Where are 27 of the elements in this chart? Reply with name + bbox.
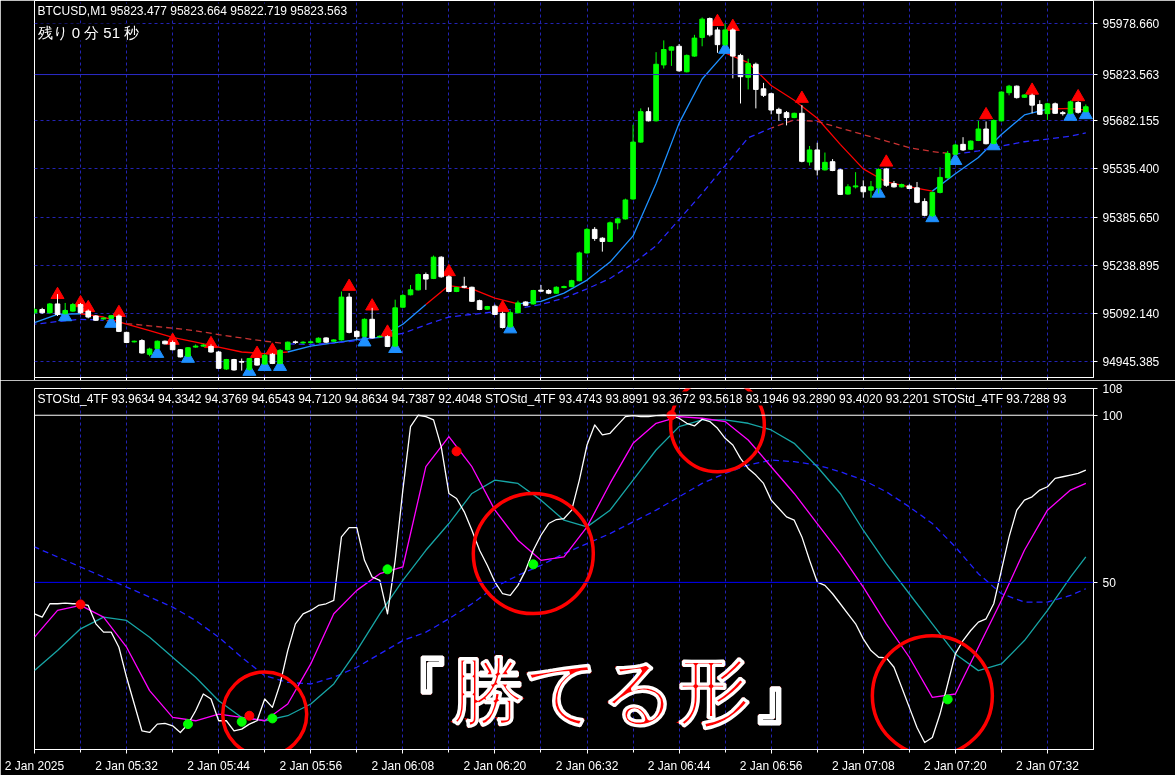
y-tick-label: 100 (1102, 408, 1123, 423)
x-tick-label: 2 Jan 05:32 (95, 758, 159, 773)
chart-title: STOStd_4TF 93.9634 94.3342 94.3769 94.6543 94.7120 94.8634 94.7387 92.4048 STOStd_4TF 93.4743 93.8991 93.3672 93.5618 93.1946 93.2890 93.4020 93.2201 STOStd_4TF 93.7288 93 (37, 391, 1067, 406)
y-tick-label: 94945.385 (1102, 355, 1160, 370)
x-tick-label: 2 Jan 06:32 (555, 758, 619, 773)
y-tick-label: 95535.400 (1102, 162, 1160, 177)
y-tick-label: 95682.155 (1102, 114, 1160, 129)
y-tick-label: 95238.895 (1102, 259, 1160, 274)
x-tick-label: 2 Jan 2025 (4, 758, 65, 773)
x-tick-label: 2 Jan 05:44 (187, 758, 251, 773)
x-tick-label: 2 Jan 07:32 (1016, 758, 1080, 773)
annotation: 『勝てる形』 (377, 650, 826, 734)
x-tick-label: 2 Jan 06:44 (647, 758, 711, 773)
y-tick-label: 50 (1102, 575, 1117, 590)
ref-line-label: 95823.563 (1102, 68, 1160, 83)
y-tick-label: 95092.140 (1102, 307, 1160, 322)
y-tick-label: 108 (1102, 382, 1123, 396)
chart-title: BTCUSD,M1 95823.477 95823.664 95822.719 95823.563 (37, 3, 348, 18)
x-tick-label: 2 Jan 06:20 (463, 758, 527, 773)
x-tick-label: 2 Jan 06:08 (371, 758, 435, 773)
x-tick-label: 2 Jan 07:08 (831, 758, 895, 773)
x-tick-label: 2 Jan 07:20 (924, 758, 988, 773)
x-tick-label: 2 Jan 05:56 (279, 758, 343, 773)
y-tick-label: 95978.660 (1102, 17, 1160, 32)
x-tick-label: 2 Jan 06:56 (739, 758, 803, 773)
y-tick-label: 95385.650 (1102, 211, 1160, 226)
text: 残り 0 分 51 秒 (37, 23, 140, 41)
